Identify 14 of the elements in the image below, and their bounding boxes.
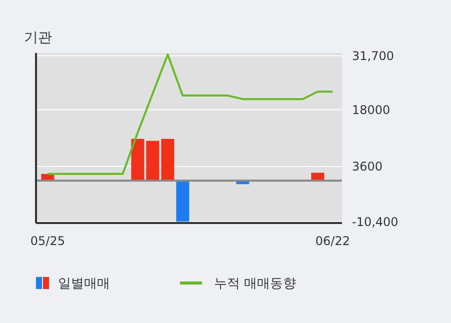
- y-tick-label: -10,400: [352, 214, 398, 229]
- bar: [161, 138, 174, 181]
- x-tick-label: 06/22: [315, 234, 350, 248]
- chart-title: 기관: [24, 30, 52, 46]
- bar: [131, 138, 144, 181]
- x-tick-label: 05/25: [30, 234, 65, 248]
- y-tick-label: 18000: [352, 102, 390, 117]
- bar: [146, 140, 160, 181]
- legend-label: 누적 매매동향: [214, 276, 296, 292]
- y-tick-label: 31,700: [352, 48, 394, 63]
- bar: [176, 180, 190, 222]
- legend-label: 일별매매: [58, 276, 110, 292]
- line-series: [46, 54, 334, 175]
- y-tick-label: 3600: [352, 160, 383, 174]
